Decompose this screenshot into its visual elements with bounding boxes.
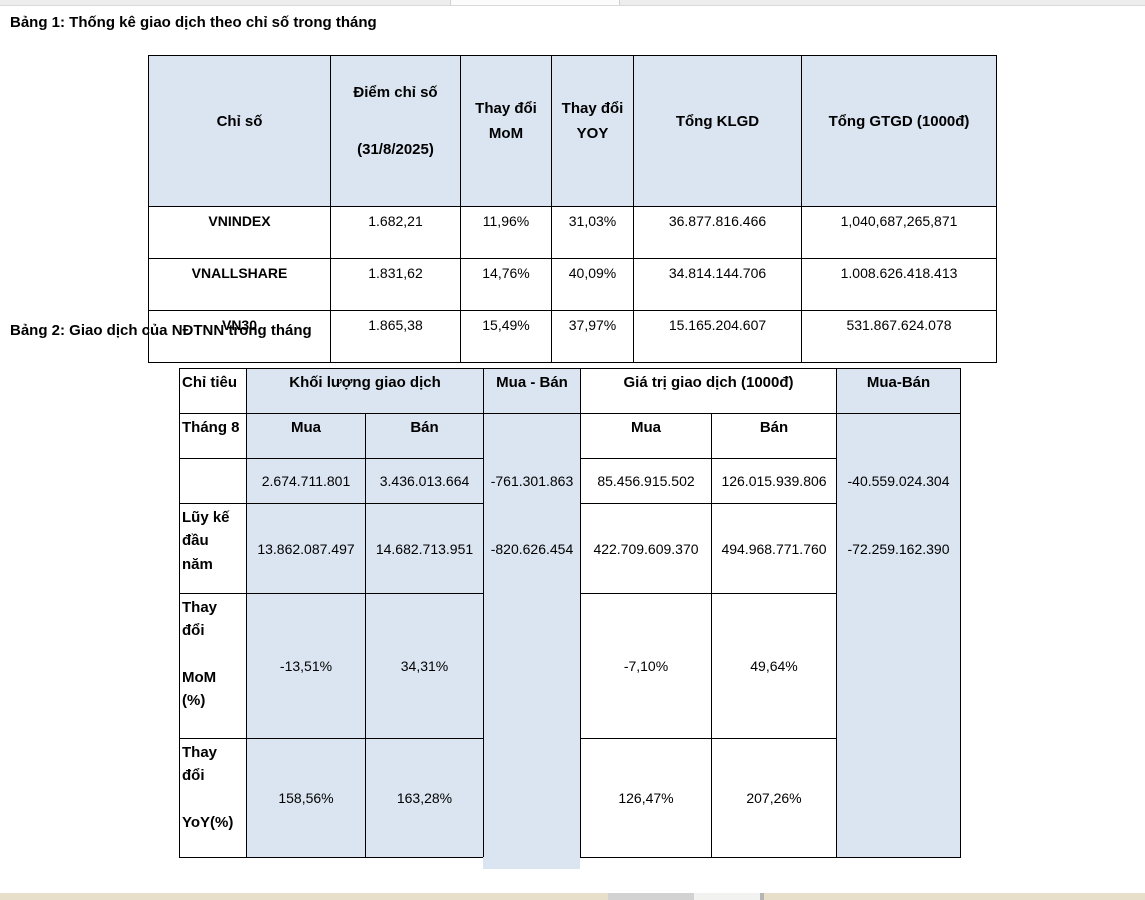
foreign-investor-table-wrap: Chỉ tiêu Khối lượng giao dịch Mua - Bán … [179,368,962,869]
t2-header-val-sell: Bán [710,413,838,459]
table-row: Lũy kế đầu năm 13.862.087.497 14.682.713… [179,503,962,594]
vol-net-cell: -761.301.863 [483,458,581,504]
yoy-cell: 31,03% [551,205,634,259]
t1-header-yoy: Thay đổi YOY [551,55,634,207]
points-cell: 1.865,38 [330,309,461,363]
t2-header-net-value: Mua-Bán [836,368,962,414]
val-net-cell: -40.559.024.304 [836,458,962,504]
vol-buy-cell: -13,51% [246,593,366,739]
table1-title: Bảng 1: Thống kê giao dịch theo chỉ số t… [10,14,377,31]
val-net-cell [836,593,962,739]
vol-sell-cell: 163,28% [365,738,484,858]
vol-buy-cell: 13.862.087.497 [246,503,366,594]
horizontal-scrollbar [0,0,1145,6]
volume-cell: 36.877.816.466 [633,205,802,259]
val-sell-cell: 49,64% [710,593,838,739]
row-label-cell [179,458,247,504]
yoy-cell: 40,09% [551,257,634,311]
t2-header-month: Tháng 8 [179,413,247,459]
val-sell-cell: 207,26% [710,738,838,858]
t1-header-volume: Tổng KLGD [633,55,802,207]
vol-sell-cell: 3.436.013.664 [365,458,484,504]
t2-header-criteria: Chỉ tiêu [179,368,247,414]
taskbar-edge [0,893,1145,900]
val-buy-cell: 85.456.915.502 [580,458,712,504]
vol-sell-cell: 34,31% [365,593,484,739]
value-cell: 531.867.624.078 [801,309,997,363]
volume-cell: 15.165.204.607 [633,309,802,363]
value-cell: 1,040,687,265,871 [801,205,997,259]
row-label-cell: Thay đổi MoM (%) [179,593,247,739]
net-volume-column-overflow [483,857,580,869]
vol-net-cell [483,738,581,858]
yoy-cell: 37,97% [551,309,634,363]
vol-buy-cell: 158,56% [246,738,366,858]
table-row: Thay đổi MoM (%) -13,51% 34,31% -7,10% 4… [179,593,962,739]
index-name-cell: VN30 [148,309,331,363]
table-row: 2.674.711.801 3.436.013.664 -761.301.863… [179,458,962,504]
t2-header-net-volume: Mua - Bán [483,368,581,414]
val-buy-cell: 422.709.609.370 [580,503,712,594]
vol-net-cell [483,593,581,739]
t2-header-val-buy: Mua [580,413,712,459]
vol-net-cell: -820.626.454 [483,503,581,594]
table-row: VNINDEX 1.682,21 11,96% 31,03% 36.877.81… [148,205,997,259]
t2-header-value-group: Giá trị giao dịch (1000đ) [579,368,838,414]
index-name-cell: VNALLSHARE [148,257,331,311]
taskbar-segment-gray [608,893,694,900]
table2-title: Bảng 2: Giao dịch của NĐTNN trong tháng [10,322,312,339]
val-buy-cell: 126,47% [580,738,712,858]
table1-header-row: Chỉ số Điểm chỉ số (31/8/2025) Thay đổi … [148,55,997,207]
value-cell: 1.008.626.418.413 [801,257,997,311]
net-volume-column-spacer [483,413,581,459]
t1-header-index: Chỉ số [148,55,331,207]
taskbar-segment-notch [760,893,764,900]
mom-cell: 15,49% [460,309,552,363]
row-label-cell: Lũy kế đầu năm [179,503,247,594]
t2-header-vol-sell: Bán [365,413,484,459]
table-row: VN30 1.865,38 15,49% 37,97% 15.165.204.6… [148,309,997,363]
index-name-cell: VNINDEX [148,205,331,259]
t2-header-vol-buy: Mua [246,413,366,459]
val-sell-cell: 494.968.771.760 [710,503,838,594]
t2-header-volume-group: Khối lượng giao dịch [246,368,484,414]
points-cell: 1.682,21 [330,205,461,259]
mom-cell: 14,76% [460,257,552,311]
net-value-column-spacer [836,413,962,459]
foreign-investor-table: Chỉ tiêu Khối lượng giao dịch Mua - Bán … [179,368,962,858]
val-net-cell [836,738,962,858]
t1-header-mom: Thay đổi MoM [460,55,552,207]
t1-header-value: Tổng GTGD (1000đ) [801,55,997,207]
table2-header-row-1: Chỉ tiêu Khối lượng giao dịch Mua - Bán … [179,368,962,414]
vol-sell-cell: 14.682.713.951 [365,503,484,594]
row-label-cell: Thay đổi YoY(%) [179,738,247,858]
t1-header-points: Điểm chỉ số (31/8/2025) [330,55,461,207]
volume-cell: 34.814.144.706 [633,257,802,311]
val-sell-cell: 126.015.939.806 [710,458,838,504]
val-net-cell: -72.259.162.390 [836,503,962,594]
vol-buy-cell: 2.674.711.801 [246,458,366,504]
val-buy-cell: -7,10% [580,593,712,739]
t1-header-points-line2: (31/8/2025) [357,141,434,159]
t1-header-points-line1: Điểm chỉ số [353,83,438,101]
points-cell: 1.831,62 [330,257,461,311]
mom-cell: 11,96% [460,205,552,259]
table-row: VNALLSHARE 1.831,62 14,76% 40,09% 34.814… [148,257,997,311]
scrollbar-thumb[interactable] [450,0,620,5]
taskbar-segment-light [694,893,760,900]
index-statistics-table: Chỉ số Điểm chỉ số (31/8/2025) Thay đổi … [148,55,997,363]
table2-header-row-2: Tháng 8 Mua Bán Mua Bán [179,413,962,459]
table-row: Thay đổi YoY(%) 158,56% 163,28% 126,47% … [179,738,962,858]
